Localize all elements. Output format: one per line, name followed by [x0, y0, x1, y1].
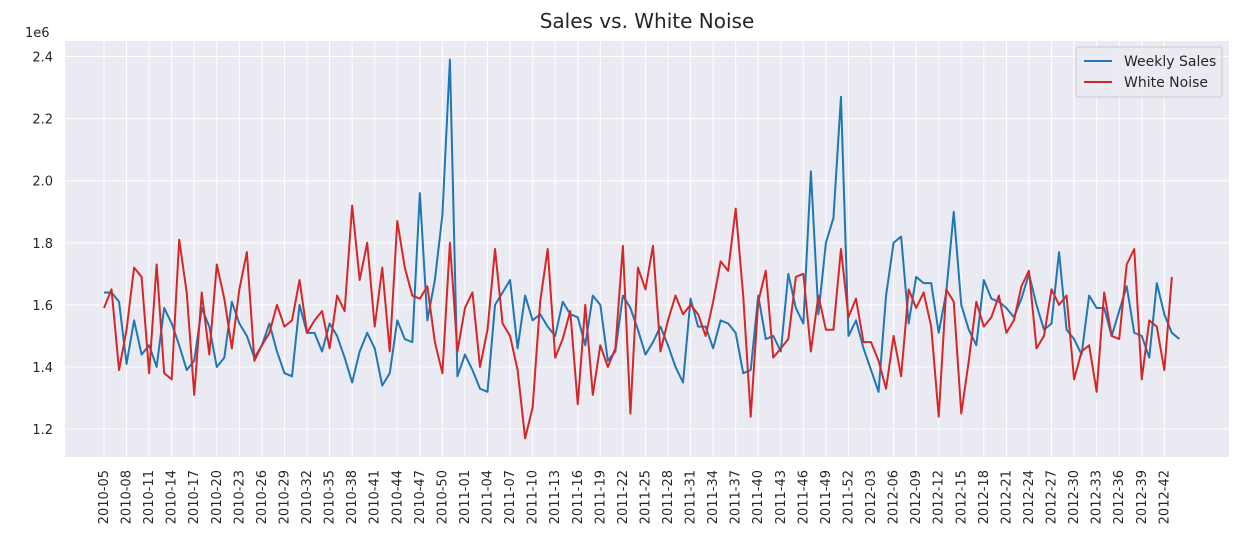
x-tick-label: 2010-11 — [142, 470, 157, 524]
x-tick-label: 2011-22 — [616, 470, 631, 524]
series-line-white-noise — [103, 204, 1173, 440]
legend-label-white-noise: White Noise — [1124, 75, 1208, 91]
x-tick-label: 2012-24 — [1022, 470, 1037, 524]
plot-area — [65, 41, 1229, 457]
y-tick-label: 1.8 — [32, 237, 53, 252]
x-tick-label: 2011-04 — [481, 470, 496, 524]
x-tick-label: 2012-09 — [909, 470, 924, 524]
x-tick-label: 2010-38 — [345, 470, 360, 524]
x-tick-label: 2011-10 — [526, 470, 541, 524]
x-tick-label: 2011-37 — [729, 470, 744, 524]
x-tick-label: 2010-08 — [120, 470, 135, 524]
y-tick-label: 1.2 — [32, 423, 53, 438]
x-tick-label: 2011-46 — [796, 470, 811, 524]
y-tick-label: 1.6 — [32, 299, 53, 314]
x-tick-label: 2010-32 — [300, 470, 315, 524]
y-axis-ticks: 1.2 1.4 1.6 1.8 2.0 2.2 2.4 — [32, 51, 53, 439]
x-tick-label: 2012-21 — [999, 470, 1014, 524]
x-tick-label: 2010-17 — [187, 470, 202, 524]
y-tick-label: 2.0 — [32, 175, 53, 190]
x-tick-label: 2011-34 — [706, 470, 721, 524]
x-tick-label: 2010-35 — [323, 470, 338, 524]
x-tick-label: 2010-05 — [97, 470, 112, 524]
legend: Weekly Sales White Noise — [1075, 46, 1223, 98]
x-tick-label: 2011-28 — [661, 470, 676, 524]
x-tick-label: 2012-15 — [954, 470, 969, 524]
y-tick-label: 1.4 — [32, 361, 53, 376]
legend-label-weekly-sales: Weekly Sales — [1124, 54, 1216, 70]
x-tick-label: 2010-20 — [210, 470, 225, 524]
x-tick-label: 2010-47 — [413, 470, 428, 524]
x-tick-label: 2012-06 — [887, 470, 902, 524]
x-tick-label: 2012-30 — [1067, 470, 1082, 524]
x-tick-label: 2011-43 — [774, 470, 789, 524]
y-tick-label: 2.4 — [32, 51, 53, 66]
x-tick-label: 2011-40 — [751, 470, 766, 524]
x-tick-label: 2012-03 — [864, 470, 879, 524]
x-tick-label: 2010-26 — [255, 470, 270, 524]
chart-title: Sales vs. White Noise — [540, 9, 755, 33]
x-tick-label: 2010-44 — [390, 470, 405, 524]
x-tick-label: 2011-31 — [684, 470, 699, 524]
y-tick-label: 2.2 — [32, 113, 53, 128]
legend-box — [1075, 46, 1223, 98]
grid-lines — [65, 41, 1229, 457]
x-tick-label: 2012-12 — [932, 470, 947, 524]
x-tick-label: 2011-19 — [593, 470, 608, 524]
x-tick-label: 2011-25 — [638, 470, 653, 524]
x-tick-label: 2011-16 — [571, 470, 586, 524]
x-tick-label: 2012-39 — [1135, 470, 1150, 524]
x-tick-label: 2012-36 — [1112, 470, 1127, 524]
x-tick-label: 2011-07 — [503, 470, 518, 524]
x-tick-label: 2011-01 — [458, 470, 473, 524]
series-lines — [103, 58, 1180, 440]
x-tick-label: 2010-41 — [368, 470, 383, 524]
x-tick-label: 2012-42 — [1157, 470, 1172, 524]
y-axis-offset-label: 1e6 — [25, 26, 50, 41]
x-tick-label: 2011-13 — [548, 470, 563, 524]
x-tick-label: 2012-33 — [1090, 470, 1105, 524]
x-tick-label: 2010-14 — [165, 470, 180, 524]
x-tick-label: 2011-49 — [819, 470, 834, 524]
x-tick-label: 2010-29 — [277, 470, 292, 524]
x-tick-label: 2012-18 — [977, 470, 992, 524]
x-axis-ticks: 2010-05 2010-08 2010-11 2010-14 2010-17 2010-… — [97, 470, 1172, 524]
x-tick-label: 2010-50 — [435, 470, 450, 524]
x-tick-label: 2010-23 — [232, 470, 247, 524]
x-tick-label: 2012-27 — [1045, 470, 1060, 524]
x-tick-label: 2011-52 — [841, 470, 856, 524]
